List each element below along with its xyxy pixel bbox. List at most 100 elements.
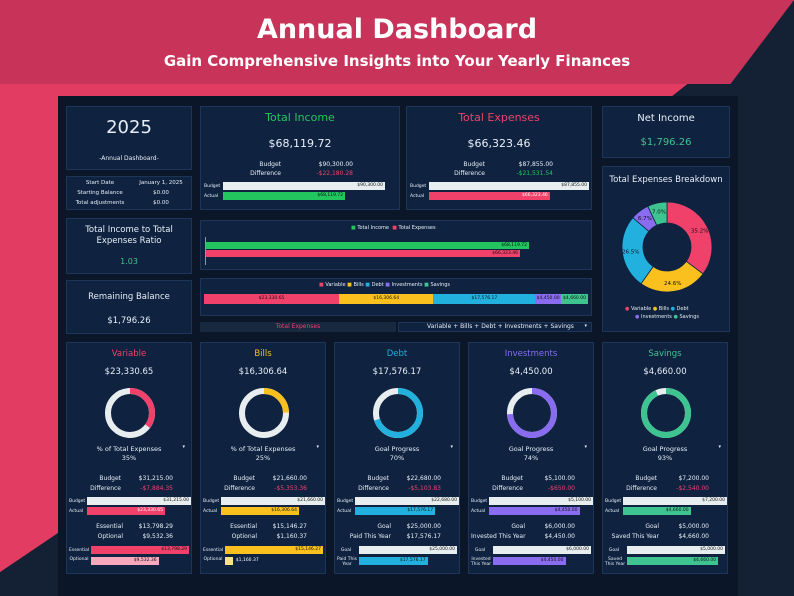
variable-diff-value: -$7,884.35	[140, 485, 173, 492]
variable-bar1-value: $13,798.29	[161, 547, 187, 552]
debt-card: Debt $17,576.17 Goal Progress ▾ 70% Budg…	[334, 342, 460, 574]
breakdown-label-variable: 35.2%	[691, 229, 708, 235]
page-subtitle: Gain Comprehensive Insights into Your Ye…	[163, 52, 631, 70]
investments-bar2-value: $4,450.00	[540, 558, 564, 563]
expenses-total: $66,323.46	[467, 137, 531, 150]
stack-filter-dropdown[interactable]: Variable + Bills + Debt + Investments + …	[398, 322, 592, 332]
variable-row1-label: Essential	[96, 523, 123, 530]
debt-ring-value: 70%	[389, 454, 405, 462]
year-caption: -Annual Dashboard-	[99, 155, 159, 162]
income-budget-value: $90,300.00	[318, 161, 353, 168]
breakdown-donut: 35.2% 24.6% 26.5% 6.7%7.0%	[621, 201, 713, 293]
debt-actual-bar-value: $17,576.17	[407, 508, 434, 513]
debt-budget-label: Budget	[367, 475, 389, 482]
investments-ring-label: Goal Progress	[508, 445, 554, 453]
year-info-table: Start Date January 1, 2025 Starting Bala…	[66, 176, 192, 210]
debt-total: $17,576.17	[372, 367, 422, 377]
variable-card: Variable $23,330.65 % of Total Expenses …	[66, 342, 192, 574]
investments-row2-label: Invested This Year	[471, 533, 526, 540]
stack-filter-left-label: Total Expenses	[275, 323, 321, 330]
stack-legend-variable: Variable	[325, 282, 346, 288]
stack-segment-bills-value: $16,306.64	[373, 296, 400, 301]
compare-legend-expenses: Total Expenses	[398, 225, 436, 231]
bills-bar1: $15,146.27	[225, 546, 323, 554]
breakdown-panel: Total Expenses Breakdown 35.2% 24.6% 26.5%…	[602, 166, 730, 332]
breakdown-slice-variable	[666, 201, 713, 275]
bills-ring-value: 25%	[255, 454, 271, 462]
stack-bar: $23,330.65 $16,306.64 $17,576.17 $4,450.00 $…	[204, 294, 588, 304]
investments-row1-value: $6,000.00	[544, 523, 575, 530]
savings-budget-bar: $7,200.00	[623, 497, 727, 505]
chevron-down-icon[interactable]: ▾	[584, 444, 587, 450]
starting-balance-value: $0.00	[153, 190, 169, 196]
variable-bar-budget-label: Budget	[69, 499, 86, 504]
bills-budget-label: Budget	[233, 475, 255, 482]
bills-budget-value: $21,660.00	[272, 475, 307, 482]
stack-segment-variable-value: $23,330.65	[258, 296, 285, 301]
debt-budget-value: $22,680.00	[406, 475, 441, 482]
breakdown-slice-savings	[647, 201, 668, 226]
bills-row2-label: Optional	[231, 533, 257, 540]
ratio-value: 1.03	[120, 257, 138, 266]
income-panel: Total Income $68,119.72 Budget $90,300.0…	[200, 106, 400, 210]
investments-actual-bar: $4,450.00	[489, 507, 580, 515]
variable-diff-label: Difference	[90, 485, 121, 492]
debt-bar-actual-label: Actual	[337, 509, 352, 514]
debt-ring	[373, 388, 423, 438]
legend-bills: Bills	[658, 306, 669, 312]
investments-budget-value: $5,100.00	[544, 475, 575, 482]
page-title: Annual Dashboard	[256, 14, 538, 45]
breakdown-label-debt: 26.5%	[622, 249, 639, 255]
expenses-diff-value: -$21,531.54	[516, 170, 553, 177]
expenses-panel: Total Expenses $66,323.46 Budget $87,855…	[406, 106, 592, 210]
income-actual-bar: $68,119.72	[223, 192, 346, 200]
variable-budget-bar-value: $31,215.00	[163, 498, 189, 503]
stack-filter-left[interactable]: Total Expenses	[200, 322, 396, 332]
debt-bar2-label: Paid This Year	[336, 557, 357, 567]
investments-bar2: $4,450.00	[493, 557, 566, 565]
stack-segment-investments: $4,450.00	[535, 294, 561, 304]
bills-diff-value: -$5,353.36	[274, 485, 307, 492]
variable-bar2: $9,532.36	[91, 557, 159, 565]
variable-ring-label: % of Total Expenses	[96, 445, 162, 453]
savings-bar1: $5,000.00	[627, 546, 725, 554]
expenses-budget-bar-value: $87,855.00	[561, 183, 587, 188]
chevron-down-icon[interactable]: ▾	[718, 444, 721, 450]
income-budget-label: Budget	[259, 161, 281, 168]
variable-bar2-label: Optional	[69, 557, 89, 562]
bills-ring-label: % of Total Expenses	[230, 445, 296, 453]
dashboard: 2025 -Annual Dashboard- Start Date Janua…	[58, 96, 738, 596]
expenses-actual-bar-value: $66,323.46	[522, 193, 548, 198]
bills-row2-value: $1,160.37	[276, 533, 307, 540]
compare-income-bar: $68,119.72	[206, 242, 529, 249]
bills-actual-bar-value: $16,306.64	[271, 508, 297, 513]
chevron-down-icon[interactable]: ▾	[316, 444, 319, 450]
savings-ring	[641, 388, 691, 438]
expenses-budget-value: $87,855.00	[518, 161, 553, 168]
debt-diff-value: -$5,103.83	[408, 485, 441, 492]
chevron-down-icon[interactable]: ▾	[450, 444, 453, 450]
stack-segment-variable: $23,330.65	[204, 294, 340, 304]
investments-row1-label: Goal	[511, 523, 525, 530]
bills-total: $16,306.64	[238, 367, 288, 377]
investments-bar-budget-label: Budget	[471, 499, 488, 504]
ratio-title: Total Income to Total Expenses Ratio	[85, 225, 173, 246]
debt-budget-bar-value: $22,680.00	[431, 498, 457, 503]
variable-row1-value: $13,798.29	[138, 523, 173, 530]
legend-savings: Savings	[679, 314, 700, 320]
expenses-bar-budget-label: Budget	[410, 184, 427, 189]
variable-actual-bar: $23,330.65	[87, 507, 165, 515]
compare-expenses-value: $66,323.46	[492, 251, 518, 256]
variable-budget-value: $31,215.00	[138, 475, 173, 482]
savings-card: Savings $4,660.00 Goal Progress ▾ 93% Bu…	[602, 342, 728, 574]
variable-title: Variable	[111, 349, 147, 359]
debt-ring-label: Goal Progress	[374, 445, 420, 453]
chevron-down-icon: ▾	[584, 323, 587, 329]
variable-total: $23,330.65	[104, 367, 154, 377]
breakdown-label-investments: 6.7%	[638, 216, 652, 222]
stack-filter-dropdown-label: Variable + Bills + Debt + Investments + …	[427, 323, 574, 330]
breakdown-title: Total Expenses Breakdown	[609, 175, 723, 185]
remaining-value: $1,796.26	[107, 316, 151, 326]
stack-segment-savings-value: $4,660.00	[563, 296, 586, 301]
chevron-down-icon[interactable]: ▾	[182, 444, 185, 450]
